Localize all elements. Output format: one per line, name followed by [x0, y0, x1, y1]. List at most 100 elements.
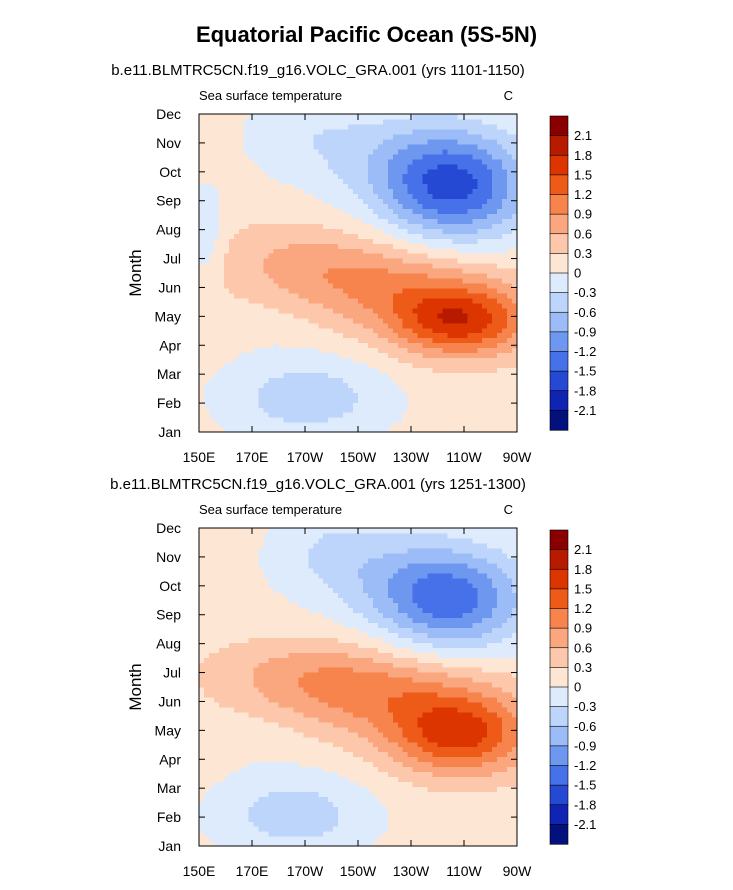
colorbar-label: 2.1	[574, 542, 592, 557]
colorbar-label: 1.8	[574, 562, 592, 577]
colorbar-swatch	[549, 410, 569, 431]
x-tick-label: 90W	[503, 863, 533, 879]
colorbar-label: 0	[574, 680, 581, 695]
colorbar-swatch	[549, 272, 569, 294]
colorbar-swatch	[549, 311, 569, 333]
y-tick-label: Mar	[157, 780, 181, 796]
colorbar-label: -1.8	[574, 797, 596, 812]
x-tick-label: 170E	[236, 449, 269, 465]
colorbar-swatch	[549, 725, 569, 747]
colorbar-label: -1.8	[574, 383, 596, 398]
y-tick-label: Dec	[156, 106, 181, 122]
colorbar-swatch	[549, 253, 569, 274]
colorbar-swatch	[549, 292, 569, 313]
y-tick-label: May	[155, 722, 181, 738]
colorbar-label: 0.3	[574, 660, 592, 675]
panel-title: b.e11.BLMTRC5CN.f19_g16.VOLC_GRA.001 (yr…	[111, 62, 525, 79]
colorbar-swatch	[549, 568, 569, 590]
colorbar-label: -1.2	[574, 344, 596, 359]
y-axis-label: Month	[126, 249, 145, 296]
chart-panel-1: b.e11.BLMTRC5CN.f19_g16.VOLC_GRA.001 (yr…	[111, 62, 596, 465]
colorbar-label: 0.9	[574, 621, 592, 636]
y-tick-label: Dec	[156, 520, 181, 536]
colorbar-swatch	[549, 686, 569, 708]
colorbar-label: 2.1	[574, 128, 592, 143]
colorbar-swatch	[549, 351, 569, 372]
x-tick-label: 90W	[503, 449, 533, 465]
x-tick-label: 150W	[340, 863, 377, 879]
colorbar-swatch	[549, 627, 569, 649]
colorbar-label: 0.6	[574, 640, 592, 655]
colorbar-label: -0.3	[574, 699, 596, 714]
x-tick-label: 130W	[393, 449, 430, 465]
y-tick-label: Jul	[163, 251, 181, 267]
colorbar-label: -0.3	[574, 285, 596, 300]
y-tick-label: Sep	[156, 607, 181, 623]
x-tick-label: 170W	[287, 449, 324, 465]
colorbar-label: -0.9	[574, 738, 596, 753]
colorbar-label: -0.6	[574, 719, 596, 734]
panel-left-label: Sea surface temperature	[199, 502, 342, 517]
colorbar-swatch	[549, 233, 569, 254]
colorbar-label: 0.9	[574, 207, 592, 222]
colorbar-label: 1.2	[574, 601, 592, 616]
colorbar-label: 1.8	[574, 148, 592, 163]
y-tick-label: Jun	[158, 693, 181, 709]
colorbar-label: 0	[574, 266, 581, 281]
y-tick-label: Feb	[157, 395, 181, 411]
colorbar-swatch	[549, 370, 569, 392]
y-tick-label: Oct	[159, 578, 181, 594]
y-tick-label: Nov	[156, 135, 181, 151]
y-tick-label: Jan	[158, 424, 181, 440]
colorbar-swatch	[549, 529, 569, 551]
colorbar-label: 0.3	[574, 246, 592, 261]
colorbar-swatch	[549, 213, 569, 235]
colorbar-swatch	[549, 154, 569, 176]
colorbar-label: 1.5	[574, 581, 592, 596]
x-tick-label: 150W	[340, 449, 377, 465]
panel-left-label: Sea surface temperature	[199, 88, 342, 103]
colorbar-label: -1.2	[574, 758, 596, 773]
colorbar-label: -0.9	[574, 324, 596, 339]
x-tick-label: 150E	[183, 863, 216, 879]
x-tick-label: 150E	[183, 449, 216, 465]
y-tick-label: Feb	[157, 809, 181, 825]
y-axis-label: Month	[126, 663, 145, 710]
colorbar-label: 1.5	[574, 167, 592, 182]
colorbar-swatch	[549, 390, 569, 411]
colorbar-swatch	[549, 667, 569, 688]
y-tick-label: May	[155, 308, 181, 324]
colorbar-swatch	[549, 174, 569, 196]
y-tick-label: Apr	[159, 751, 181, 767]
colorbar-swatch	[549, 824, 569, 845]
colorbar-swatch	[549, 608, 569, 629]
colorbar-swatch	[549, 135, 569, 156]
panel-units-label: C	[504, 88, 513, 103]
colorbar-swatch	[549, 706, 569, 727]
colorbar-label: -0.6	[574, 305, 596, 320]
x-tick-label: 110W	[446, 863, 482, 879]
colorbar-swatch	[549, 804, 569, 825]
colorbar-swatch	[549, 745, 569, 767]
panel-units-label: C	[504, 502, 513, 517]
y-tick-label: Apr	[159, 337, 181, 353]
colorbar: 2.1 1.8 1.5 1.2 0.9 0.6 0.3 0 -0.3 -0.6 -0.9 -1.2 -1…	[549, 115, 596, 431]
colorbar-label: -2.1	[574, 817, 596, 832]
colorbar-swatch	[549, 784, 569, 806]
y-tick-label: Aug	[156, 222, 181, 238]
x-tick-label: 110W	[446, 449, 482, 465]
colorbar-swatch	[549, 647, 569, 668]
x-tick-label: 170W	[287, 863, 324, 879]
y-tick-label: Oct	[159, 164, 181, 180]
contour-field	[199, 528, 518, 847]
colorbar-swatch	[549, 115, 569, 137]
y-tick-label: Nov	[156, 549, 181, 565]
y-tick-label: Aug	[156, 636, 181, 652]
y-tick-label: Jan	[158, 838, 181, 854]
colorbar-swatch	[549, 549, 569, 570]
colorbar-label: -2.1	[574, 403, 596, 418]
chart-panel-2: b.e11.BLMTRC5CN.f19_g16.VOLC_GRA.001 (yr…	[110, 476, 596, 879]
panel-title: b.e11.BLMTRC5CN.f19_g16.VOLC_GRA.001 (yr…	[110, 476, 526, 493]
colorbar-swatch	[549, 194, 569, 215]
colorbar-label: -1.5	[574, 778, 596, 793]
